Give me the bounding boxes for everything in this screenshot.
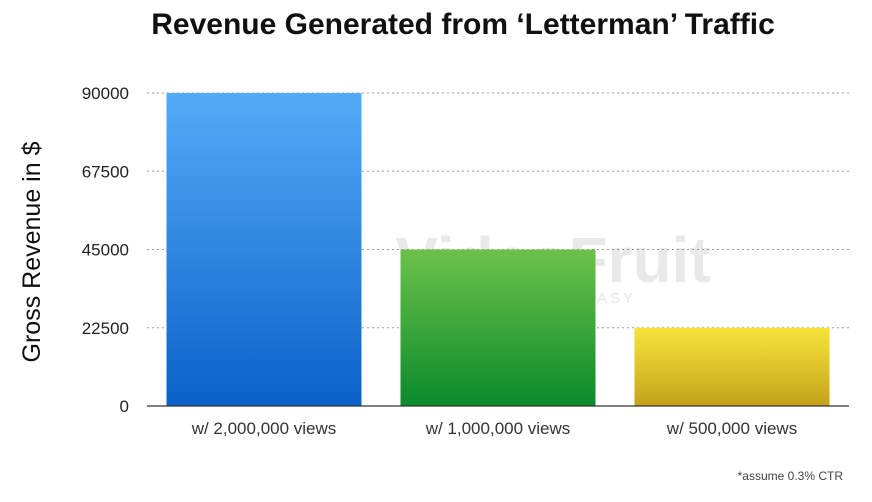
y-tick-label: 0 xyxy=(120,397,129,416)
y-axis-ticks: 0 22500 45000 67500 90000 xyxy=(82,84,129,416)
bar-2 xyxy=(400,249,596,406)
x-tick-label: w/ 500,000 views xyxy=(666,419,797,438)
x-axis-ticks: w/ 2,000,000 views w/ 1,000,000 views w/ 5… xyxy=(191,419,798,438)
y-tick-label: 90000 xyxy=(82,84,129,103)
x-tick-label: w/ 2,000,000 views xyxy=(191,419,337,438)
y-tick-label: 22500 xyxy=(82,319,129,338)
bar-1 xyxy=(166,93,362,406)
bar-3 xyxy=(634,327,830,406)
y-tick-label: 45000 xyxy=(82,241,129,260)
y-axis-label: Gross Revenue in $ xyxy=(18,141,46,362)
y-tick-label: 67500 xyxy=(82,162,129,181)
footnote: *assume 0.3% CTR xyxy=(738,469,844,483)
bars xyxy=(166,93,830,406)
x-tick-label: w/ 1,000,000 views xyxy=(425,419,571,438)
chart-title: Revenue Generated from ‘Letterman’ Traff… xyxy=(151,8,775,41)
